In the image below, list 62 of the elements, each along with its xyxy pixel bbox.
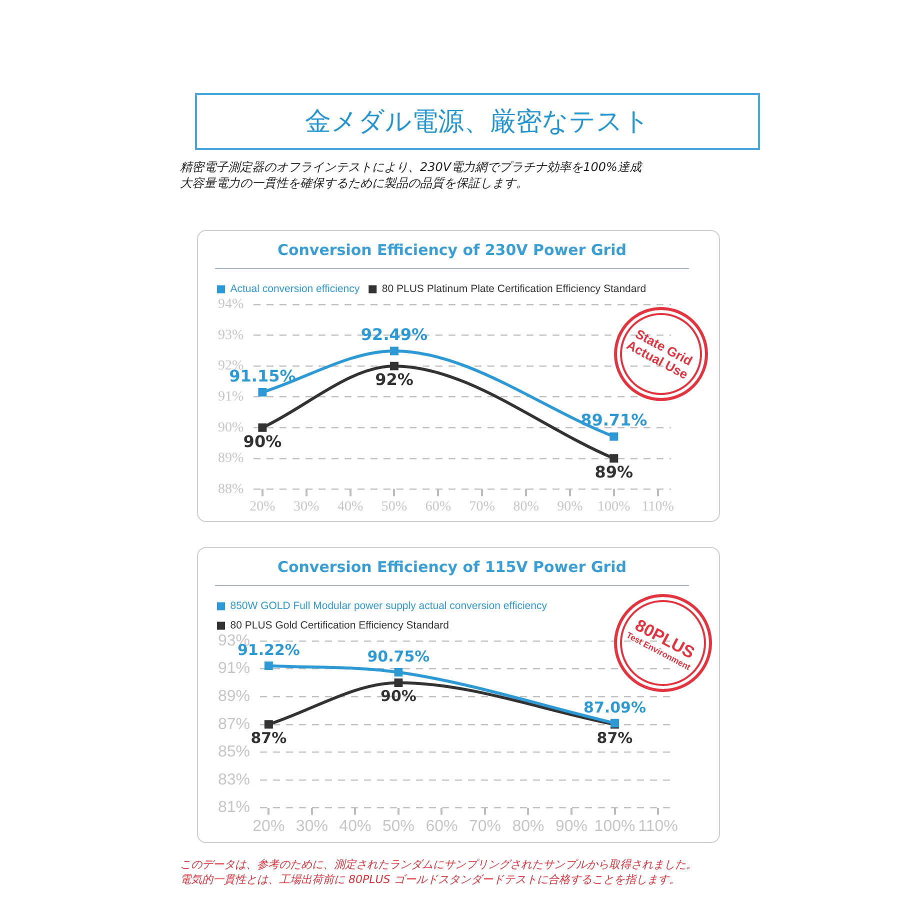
y-tick-label: 81% [218,799,250,816]
legend-label: 850W GOLD Full Modular power supply actual conversion efficiency [230,600,548,612]
x-tick-label: 50% [382,818,414,835]
point [264,720,273,729]
x-tick-label: 100% [598,499,631,514]
x-tick-label: 110% [642,499,674,514]
x-tick-label: 60% [425,499,452,514]
y-tick-label: 87% [218,716,250,733]
x-tick-label: 60% [426,818,458,835]
x-tick-label: 40% [337,499,364,514]
y-tick-label: 89% [218,451,244,466]
data-label: 87% [596,728,633,747]
point [394,668,403,677]
x-tick-label: 40% [339,818,372,835]
chart-title: Conversion Efficiency of 230V Power Grid [277,240,627,258]
data-label: 87.09% [584,698,646,717]
data-label: 89.71% [580,410,648,430]
point [610,454,618,463]
x-tick-label: 90% [555,818,588,835]
data-label: 87% [250,728,287,747]
x-tick-label: 30% [296,818,328,835]
x-tick-label: 80% [512,818,544,835]
y-tick-label: 94% [218,297,244,312]
y-tick-label: 85% [218,744,250,761]
data-label: 92% [375,370,414,390]
y-tick-label: 89% [218,688,250,706]
x-tick-label: 50% [381,499,408,514]
y-tick-label: 88% [218,482,244,497]
data-label: 90.75% [367,648,430,666]
y-tick-label: 91% [218,660,250,678]
x-tick-label: 100% [594,818,636,835]
point [258,388,267,396]
data-label: 92.49% [360,325,428,344]
x-tick-label: 20% [252,818,285,835]
x-tick-label: 30% [294,499,320,514]
x-tick-label: 70% [469,499,496,514]
legend-label: Actual conversion efficiency [230,283,360,296]
legend-label: 80 PLUS Gold Certification Efficiency Standard [230,620,450,632]
point [394,678,403,687]
y-tick-label: 93% [218,328,244,343]
x-tick-label: 80% [513,499,540,514]
data-label: 90% [380,687,416,706]
point [258,423,267,432]
x-tick-label: 20% [250,499,276,514]
legend-label: 80 PLUS Platinum Plate Certification Efficiency Standard [382,283,646,296]
y-tick-label: 90% [218,420,244,436]
y-tick-label: 91% [218,390,244,405]
x-tick-label: 90% [557,499,584,514]
text: 精密電子測定器のオフラインテストにより、230V電力網でプラチナ効率を100%達成大容量電力の一貫性を確保するために製品の品質を保証します。 [180,159,644,191]
chart-title: Conversion Efficiency of 115V Power Grid [277,558,627,576]
point [390,362,398,370]
point [390,346,398,356]
text: 金メダル電源、厳密なテスト [305,106,650,139]
point [264,662,273,670]
text: 電気的一貫性とは、工場出荷前に 80PLUS ゴールドスタンダードテストに合格することを指します。 [180,873,680,886]
x-tick-label: 110% [638,818,678,835]
y-tick-label: 83% [218,771,250,788]
data-label: 90% [243,432,282,451]
data-label: 89% [594,462,634,482]
x-tick-label: 70% [468,818,501,835]
point [610,432,618,441]
text: このデータは、参考のために、測定されたランダムにサンプリングされたサンプルから取得されました。 [180,858,697,871]
